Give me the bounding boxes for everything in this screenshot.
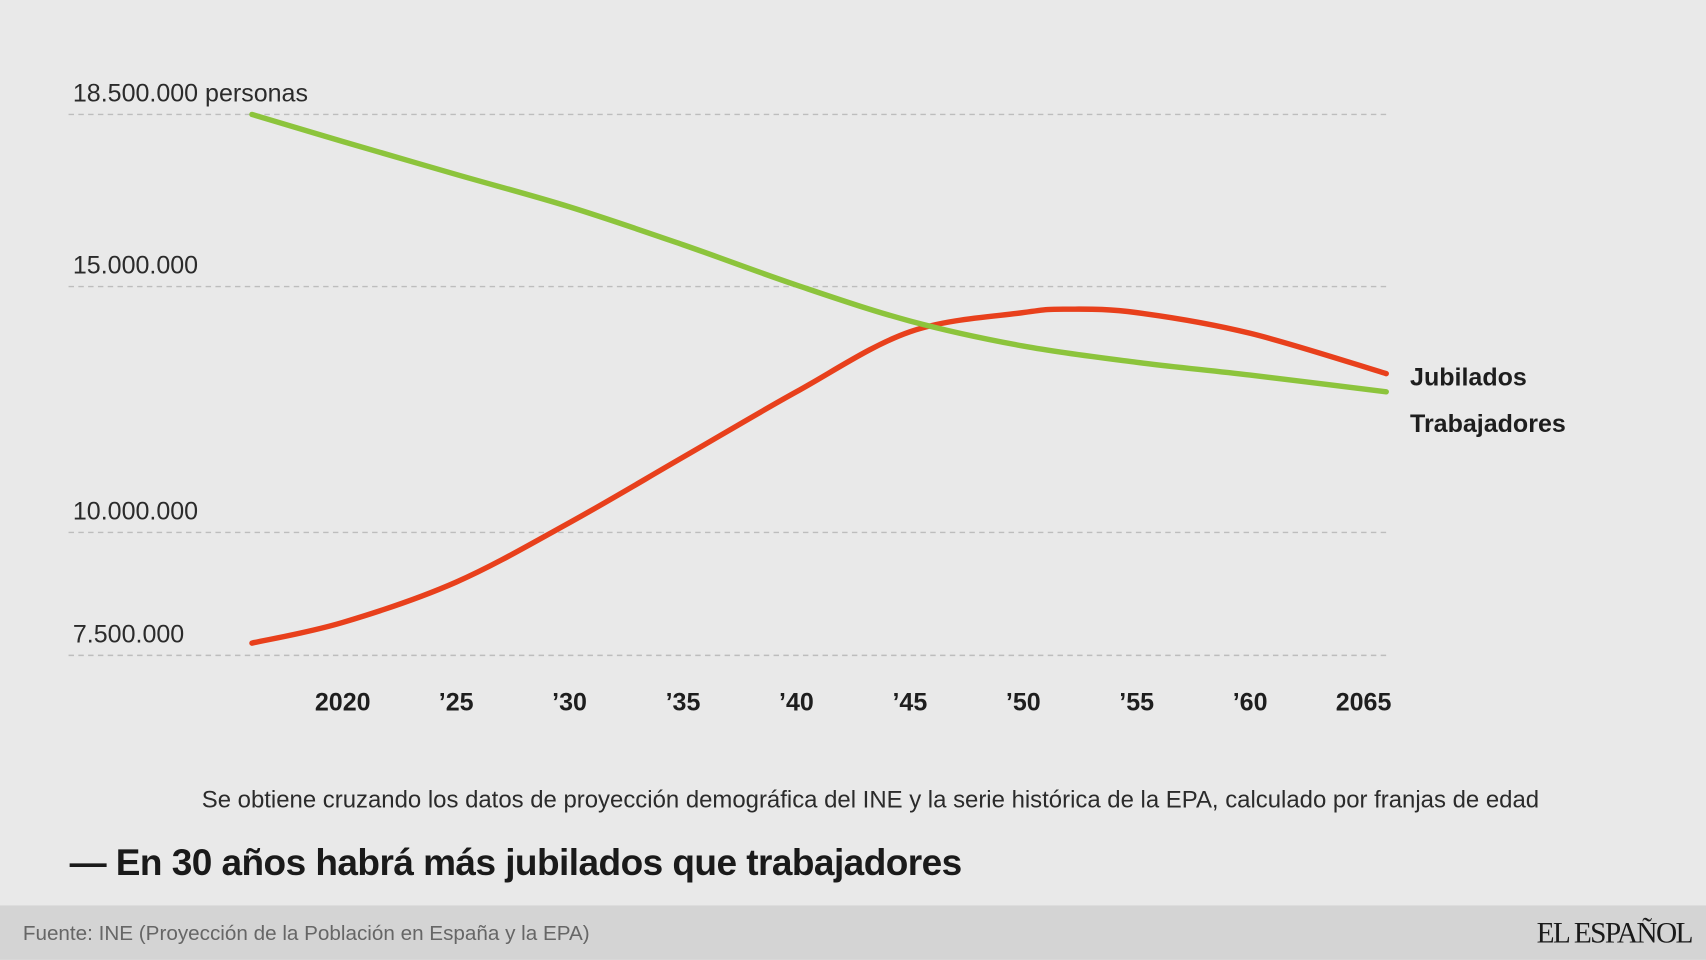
series-lines [249, 111, 1389, 646]
x-tick-label: 2020 [315, 689, 371, 717]
x-tick-label: ’35 [666, 689, 701, 717]
chart-title: — En 30 años habrá más jubilados que tra… [70, 842, 962, 883]
el-espanol-logo: EL ESPAÑOL [1537, 917, 1693, 949]
y-tick-label: 15.000.000 [73, 251, 198, 279]
y-axis-ticks: 18.500.000 personas 15.000.000 10.000.000 7… [73, 79, 308, 648]
x-tick-label: ’60 [1233, 689, 1268, 717]
y-tick-label: 10.000.000 [73, 497, 198, 525]
x-tick-label: ’30 [552, 689, 587, 717]
series-labels: Jubilados Trabajadores [1410, 363, 1566, 438]
series-label-trabajadores: Trabajadores [1410, 410, 1566, 438]
footer-bar [0, 905, 1706, 960]
source-note: Fuente: INE (Proyección de la Población … [23, 922, 590, 945]
y-tick-label: 7.500.000 [73, 620, 184, 648]
gridlines [68, 113, 1388, 657]
x-axis-ticks: 2020 ’25 ’30 ’35 ’40 ’45 ’50 ’55 ’60 2065 [315, 689, 1392, 717]
x-tick-label: ’50 [1006, 689, 1041, 717]
x-tick-label: ’45 [892, 689, 927, 717]
x-tick-label: ’40 [779, 689, 814, 717]
series-label-jubilados: Jubilados [1410, 363, 1527, 391]
series-line-trabajadores [249, 111, 1389, 395]
chart-subtitle: Se obtiene cruzando los datos de proyecc… [202, 786, 1539, 813]
x-tick-label: ’25 [439, 689, 474, 717]
y-tick-label: 18.500.000 personas [73, 79, 308, 107]
x-tick-label: 2065 [1336, 689, 1392, 717]
x-tick-label: ’55 [1119, 689, 1154, 717]
series-line-jubilados [249, 306, 1389, 646]
